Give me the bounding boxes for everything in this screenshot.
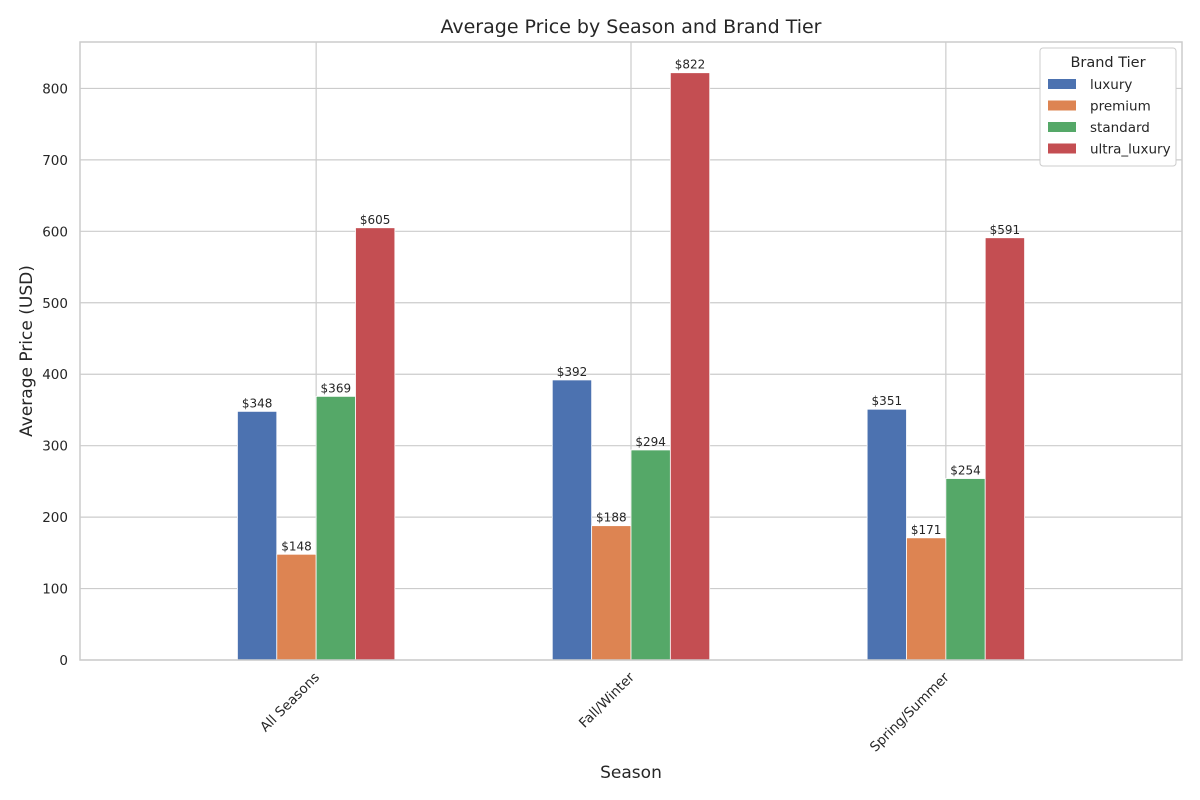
data-labels: $348 $392 $351 $148 $188 $171 $369 $294 $254 $605… xyxy=(242,58,1020,554)
x-tick-label: All Seasons xyxy=(257,670,323,736)
y-tick-label: 400 xyxy=(42,367,68,383)
y-axis-label: Average Price (USD) xyxy=(17,265,37,437)
data-label: $171 xyxy=(911,523,942,537)
legend-box xyxy=(1039,47,1177,167)
data-label: $148 xyxy=(281,539,312,553)
data-label: $188 xyxy=(596,511,627,525)
legend-swatch xyxy=(1048,143,1076,154)
x-tick-label: Spring/Summer xyxy=(867,669,953,755)
bar-standard-2 xyxy=(945,478,986,661)
legend-swatch xyxy=(1048,100,1076,111)
data-label: $369 xyxy=(321,381,352,395)
data-label: $822 xyxy=(675,58,706,72)
bar-ultra_luxury-0 xyxy=(355,227,396,661)
y-tick-label: 100 xyxy=(42,582,68,598)
bar-standard-1 xyxy=(630,449,671,661)
bar-luxury-1 xyxy=(551,379,593,661)
bar-luxury-2 xyxy=(866,408,907,661)
data-label: $348 xyxy=(242,396,273,410)
y-tick-label: 200 xyxy=(42,510,68,526)
bar-ultra_luxury-1 xyxy=(669,72,711,661)
x-axis-ticks: All Seasons Fall/Winter Spring/Summer xyxy=(257,669,953,755)
legend-title: Brand Tier xyxy=(1070,55,1145,71)
y-tick-label: 700 xyxy=(42,153,68,169)
legend-swatch xyxy=(1048,79,1076,89)
y-tick-label: 600 xyxy=(42,224,68,240)
bar-luxury-0 xyxy=(237,410,278,661)
chart-title: Average Price by Season and Brand Tier xyxy=(440,16,821,38)
bar-premium-2 xyxy=(906,537,947,661)
bar-premium-0 xyxy=(276,553,317,661)
legend: Brand Tier luxury premium standard ultra_lu… xyxy=(1039,47,1177,167)
bar-premium-1 xyxy=(591,525,632,661)
bar-ultra_luxury-2 xyxy=(984,237,1025,661)
y-tick-label: 0 xyxy=(59,653,68,669)
y-tick-label: 800 xyxy=(42,81,68,97)
plot-frame xyxy=(79,41,1183,661)
bars xyxy=(237,72,1025,661)
legend-swatch xyxy=(1048,122,1076,132)
data-label: $294 xyxy=(635,435,666,449)
data-label: $254 xyxy=(950,464,981,478)
y-tick-label: 300 xyxy=(42,439,68,455)
y-axis-ticks: 0 100 200 300 400 500 600 700 800 xyxy=(42,81,68,669)
data-label: $605 xyxy=(360,213,391,227)
data-label: $392 xyxy=(557,365,588,379)
x-tick-label: Fall/Winter xyxy=(576,669,638,731)
legend-label: premium xyxy=(1090,99,1151,115)
legend-label: standard xyxy=(1090,120,1150,136)
legend-items: luxury premium standard ultra_luxury xyxy=(1048,77,1171,158)
bar-standard-0 xyxy=(315,395,356,661)
data-label: $351 xyxy=(872,394,903,408)
y-tick-label: 500 xyxy=(42,296,68,312)
data-label: $591 xyxy=(990,223,1021,237)
legend-label: luxury xyxy=(1090,77,1132,93)
x-axis-label: Season xyxy=(600,763,662,783)
legend-label: ultra_luxury xyxy=(1090,142,1171,158)
